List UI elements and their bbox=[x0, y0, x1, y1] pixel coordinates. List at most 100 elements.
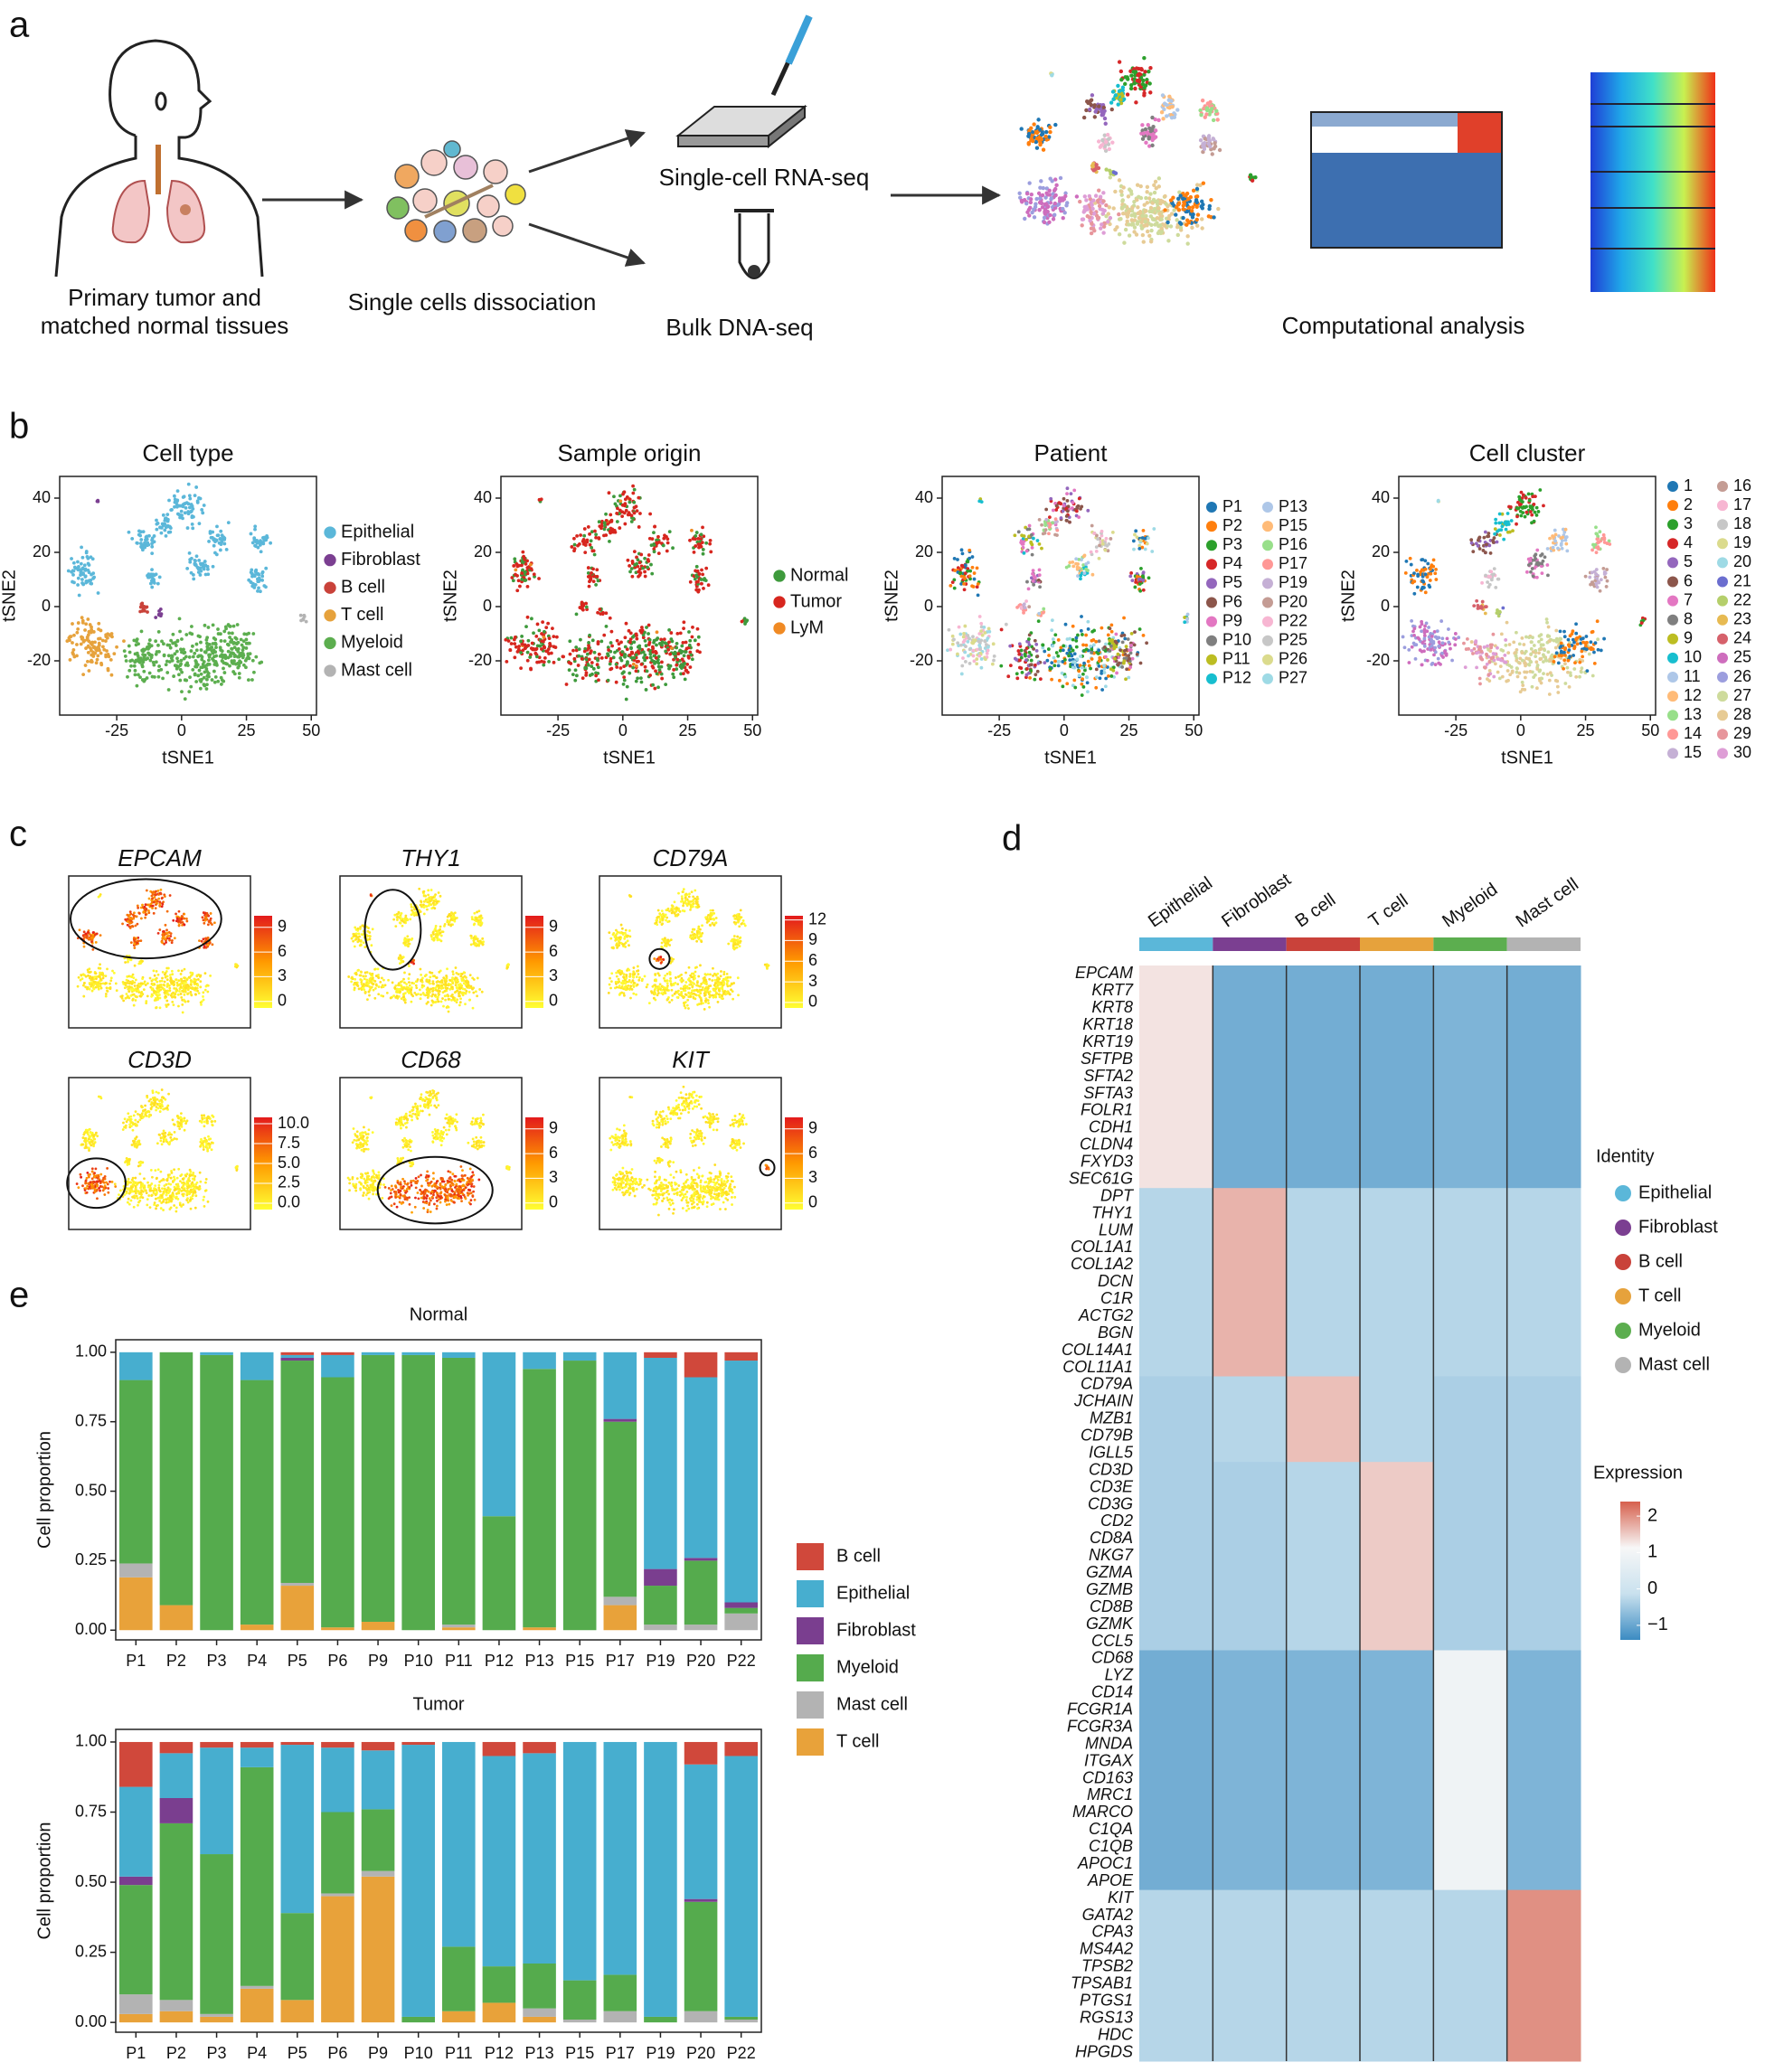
point bbox=[1594, 525, 1598, 530]
point bbox=[96, 654, 100, 658]
point bbox=[144, 538, 147, 542]
point bbox=[197, 522, 202, 526]
point bbox=[950, 642, 955, 646]
point bbox=[177, 909, 181, 913]
point bbox=[82, 984, 85, 987]
mini-dot bbox=[1113, 171, 1118, 175]
point bbox=[105, 986, 109, 990]
point bbox=[258, 543, 262, 547]
point bbox=[1008, 664, 1013, 668]
legend-label: 29 bbox=[1733, 724, 1751, 742]
point bbox=[542, 660, 546, 664]
mini-dot bbox=[1113, 93, 1118, 98]
point bbox=[1408, 556, 1412, 560]
point bbox=[179, 921, 183, 924]
point bbox=[1478, 682, 1482, 686]
point bbox=[1542, 504, 1545, 508]
point bbox=[1544, 658, 1549, 663]
point bbox=[157, 609, 161, 613]
point bbox=[84, 579, 89, 583]
point bbox=[179, 662, 183, 666]
point bbox=[1080, 665, 1084, 670]
point bbox=[1475, 651, 1479, 655]
point bbox=[521, 648, 525, 653]
point bbox=[1595, 537, 1600, 542]
point bbox=[662, 637, 666, 641]
point bbox=[145, 889, 148, 892]
legend-label: P4 bbox=[1222, 554, 1242, 572]
point bbox=[91, 931, 95, 934]
point bbox=[81, 934, 85, 937]
legend-swatch bbox=[1206, 616, 1217, 627]
point bbox=[1080, 682, 1084, 686]
mini-dot bbox=[1120, 88, 1125, 92]
legend-label: 25 bbox=[1733, 648, 1751, 666]
point bbox=[1491, 632, 1496, 636]
legend-swatch bbox=[324, 664, 336, 677]
point bbox=[133, 673, 137, 677]
point bbox=[1074, 557, 1079, 561]
point bbox=[186, 482, 191, 486]
point bbox=[618, 494, 622, 498]
point bbox=[97, 895, 100, 899]
mini-dot bbox=[1134, 232, 1139, 237]
point bbox=[94, 647, 98, 652]
point bbox=[977, 639, 981, 644]
point bbox=[1079, 577, 1082, 581]
point bbox=[1449, 646, 1452, 651]
point bbox=[72, 633, 76, 637]
point bbox=[1484, 605, 1487, 609]
point bbox=[87, 669, 91, 673]
point bbox=[161, 896, 164, 899]
point bbox=[1098, 655, 1102, 660]
point bbox=[655, 630, 659, 635]
point bbox=[539, 497, 543, 502]
point bbox=[84, 622, 89, 626]
point bbox=[577, 654, 581, 658]
point bbox=[1035, 539, 1040, 542]
mini-dot bbox=[1195, 223, 1200, 228]
mini-dot bbox=[1140, 232, 1146, 238]
mini-dot bbox=[1128, 189, 1134, 193]
mini-dot bbox=[1091, 168, 1096, 173]
point bbox=[1036, 661, 1041, 665]
legend-swatch bbox=[1262, 578, 1273, 589]
point bbox=[1094, 639, 1099, 644]
point bbox=[1043, 661, 1047, 665]
point bbox=[256, 579, 260, 584]
mini-dot bbox=[1063, 191, 1068, 195]
point bbox=[629, 520, 634, 523]
point bbox=[158, 612, 163, 617]
point bbox=[138, 675, 142, 680]
point bbox=[1077, 673, 1081, 678]
point bbox=[203, 911, 207, 915]
point bbox=[183, 502, 187, 506]
legend-label: B cell bbox=[341, 577, 385, 597]
point bbox=[1063, 674, 1068, 679]
point bbox=[93, 933, 97, 937]
point bbox=[107, 655, 111, 659]
point bbox=[668, 652, 673, 656]
point bbox=[1033, 638, 1037, 643]
point bbox=[196, 673, 201, 678]
mini-dot bbox=[1058, 175, 1063, 181]
point bbox=[1125, 667, 1129, 672]
point bbox=[1420, 619, 1424, 624]
point bbox=[1504, 527, 1508, 532]
point bbox=[1588, 575, 1592, 579]
point bbox=[206, 658, 211, 663]
point bbox=[1526, 492, 1531, 496]
point bbox=[1484, 542, 1488, 547]
point bbox=[1124, 677, 1128, 682]
point bbox=[1024, 658, 1028, 663]
point bbox=[231, 670, 236, 673]
point bbox=[682, 626, 685, 631]
point bbox=[1527, 636, 1531, 640]
point bbox=[216, 627, 220, 631]
mini-dot bbox=[1210, 107, 1214, 111]
point bbox=[189, 503, 193, 506]
point bbox=[1070, 654, 1074, 658]
point bbox=[98, 648, 101, 653]
point bbox=[1057, 678, 1062, 683]
point bbox=[579, 533, 582, 537]
